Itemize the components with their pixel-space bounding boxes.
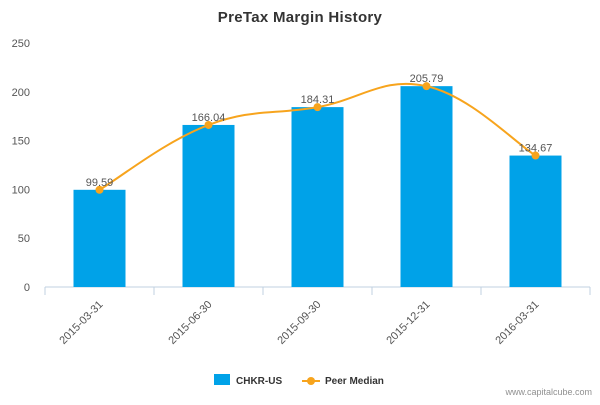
y-tick-label: 100 bbox=[12, 184, 30, 196]
chart-title: PreTax Margin History bbox=[218, 9, 383, 26]
legend-bar-swatch bbox=[214, 374, 230, 385]
peer-median-point[interactable] bbox=[313, 103, 322, 112]
peer-median-point[interactable] bbox=[531, 151, 540, 160]
data-label: 99.59 bbox=[86, 177, 114, 189]
bar[interactable] bbox=[182, 124, 235, 287]
bar[interactable] bbox=[73, 189, 126, 287]
legend-item-bar[interactable]: CHKR-US bbox=[214, 374, 282, 387]
data-label: 184.31 bbox=[301, 94, 335, 106]
bar[interactable] bbox=[509, 155, 562, 287]
x-tick-label: 2015-06-30 bbox=[166, 299, 214, 347]
y-tick-label: 50 bbox=[18, 233, 30, 245]
x-tick-label: 2015-03-31 bbox=[57, 299, 105, 347]
line-series bbox=[95, 82, 540, 194]
y-tick-label: 250 bbox=[12, 38, 30, 50]
data-label: 166.04 bbox=[192, 112, 226, 124]
x-tick-label: 2016-03-31 bbox=[493, 299, 541, 347]
bar-series bbox=[73, 86, 562, 288]
peer-median-point[interactable] bbox=[422, 82, 431, 91]
y-axis: 0 50 100 150 200 250 bbox=[12, 38, 30, 294]
peer-median-point[interactable] bbox=[204, 120, 213, 129]
legend-item-line[interactable]: Peer Median bbox=[302, 376, 384, 387]
legend-bar-label: CHKR-US bbox=[236, 376, 282, 387]
legend-line-label: Peer Median bbox=[325, 376, 384, 387]
x-tick-label: 2015-09-30 bbox=[275, 299, 323, 347]
bar[interactable] bbox=[291, 107, 344, 288]
data-labels: 99.59 166.04 184.31 205.79 134.67 bbox=[86, 73, 553, 189]
y-tick-label: 150 bbox=[12, 136, 30, 148]
legend-line-marker bbox=[307, 377, 315, 385]
bar[interactable] bbox=[400, 86, 453, 287]
legend: CHKR-US Peer Median bbox=[214, 374, 384, 387]
x-axis: 2015-03-31 2015-06-30 2015-09-30 2015-12-31… bbox=[44, 286, 591, 347]
data-label: 134.67 bbox=[519, 143, 553, 155]
peer-median-point[interactable] bbox=[95, 185, 104, 194]
credit-text: www.capitalcube.com bbox=[504, 387, 592, 397]
y-tick-label: 200 bbox=[12, 87, 30, 99]
x-tick-label: 2015-12-31 bbox=[384, 299, 432, 347]
y-tick-label: 0 bbox=[24, 282, 30, 294]
data-label: 205.79 bbox=[410, 73, 444, 85]
